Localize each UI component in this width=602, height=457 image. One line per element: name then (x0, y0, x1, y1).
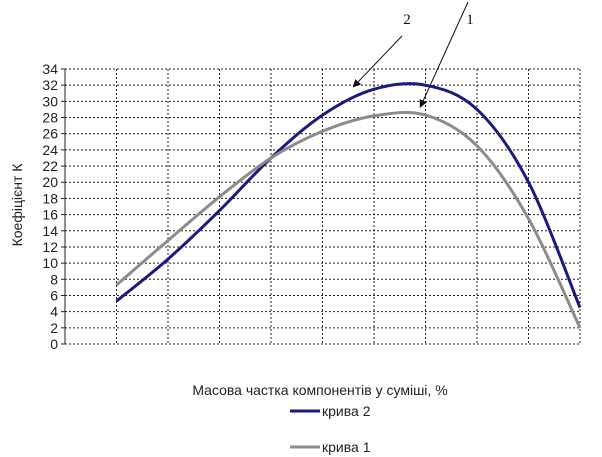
series-lines (115, 82, 582, 329)
legend: крива 2 крива 1 (290, 403, 371, 455)
y-tick-label-4: 4 (50, 304, 58, 320)
y-tick-label-22: 22 (42, 158, 58, 174)
y-tick-label-32: 32 (42, 77, 58, 93)
grid-lines (65, 68, 581, 345)
legend-item-series-2: крива 2 (290, 403, 371, 419)
y-tick-label-10: 10 (42, 255, 58, 271)
series-line-1 (115, 110, 582, 329)
y-tick-label-2: 2 (50, 320, 58, 336)
y-axis-label: Коефіцієнт К (9, 163, 25, 247)
callout-leader-1 (419, 1, 469, 108)
series-line-0 (115, 82, 582, 309)
legend-label-series-1: крива 1 (322, 439, 371, 455)
legend-item-series-1: крива 1 (290, 439, 371, 455)
y-tick-label-14: 14 (42, 223, 58, 239)
y-tick-label-28: 28 (42, 110, 58, 126)
y-tick-label-18: 18 (42, 190, 58, 206)
y-tick-label-26: 26 (42, 126, 58, 142)
y-tick-label-20: 20 (42, 174, 58, 190)
callout-label-1: 1 (466, 12, 474, 28)
y-tick-label-6: 6 (50, 287, 58, 303)
callout-label-2: 2 (403, 12, 411, 28)
legend-label-series-2: крива 2 (322, 403, 371, 419)
y-tick-label-34: 34 (42, 61, 58, 77)
y-tick-label-12: 12 (42, 239, 58, 255)
y-tick-label-30: 30 (42, 93, 58, 109)
x-axis-label: Масова частка компонентів у суміші, % (192, 382, 447, 398)
y-tick-label-24: 24 (42, 142, 58, 158)
y-tick-label-8: 8 (50, 271, 58, 287)
y-tick-label-16: 16 (42, 207, 58, 223)
axes (61, 68, 580, 345)
y-tick-label-0: 0 (50, 336, 58, 352)
callout-leader-2 (352, 35, 403, 88)
